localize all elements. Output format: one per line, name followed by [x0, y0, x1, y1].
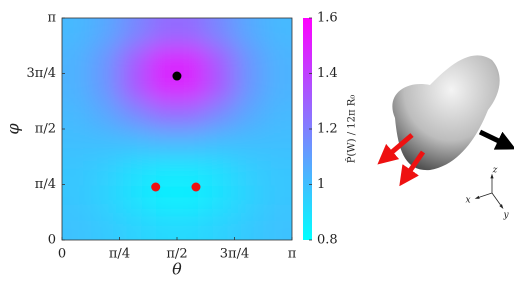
heat-cell [177, 212, 207, 240]
heat-cell [205, 129, 236, 158]
heat-cell [205, 156, 236, 186]
heat-cell [119, 45, 149, 75]
heat-cell [119, 73, 149, 102]
heat-cell [148, 73, 178, 102]
heat-cell [234, 184, 264, 213]
heat-cell [234, 101, 264, 130]
x-tick-label: 3π/4 [220, 247, 249, 262]
heat-cell [263, 18, 292, 47]
heat-cell [90, 184, 121, 213]
heat-cell [62, 45, 92, 75]
heat-cell [62, 18, 92, 47]
point [191, 182, 201, 192]
heat-cell [148, 212, 178, 240]
heatmap [62, 18, 292, 240]
heat-cell [205, 73, 236, 102]
point [172, 71, 182, 81]
x-tick-label: π/4 [109, 247, 130, 262]
heat-cell [62, 129, 92, 158]
colorbar-tick-label: 0.8 [317, 233, 338, 248]
y-tick-label: 0 [48, 233, 56, 248]
heat-cell [90, 156, 121, 186]
inset-axis-label: x [465, 196, 470, 206]
inset-axis-label: z [492, 166, 498, 176]
heat-cell [263, 73, 292, 102]
heat-cell [234, 45, 264, 75]
heat-cell [205, 212, 236, 240]
heat-cell [119, 156, 149, 186]
x-tick-label: π [288, 247, 297, 262]
y-tick-label: 3π/4 [27, 66, 56, 81]
inset-shape [377, 55, 514, 209]
x-tick-label: π/2 [166, 247, 187, 262]
heat-cell [205, 184, 236, 213]
heat-cell [263, 45, 292, 75]
heat-cell [177, 18, 207, 47]
heat-cell [205, 18, 236, 47]
heat-cell [234, 156, 264, 186]
heat-cell [234, 212, 264, 240]
heat-cell [205, 45, 236, 75]
heat-cell [62, 156, 92, 186]
heat-cell [62, 184, 92, 213]
heat-cell [234, 129, 264, 158]
heat-cell [62, 101, 92, 130]
heat-cell [148, 18, 178, 47]
heat-cell [148, 101, 178, 130]
heat-cell [263, 184, 292, 213]
colorbar [303, 18, 312, 240]
heat-cell [90, 129, 121, 158]
heat-cell [205, 101, 236, 130]
heat-cell [177, 101, 207, 130]
heat-cell [263, 101, 292, 130]
heat-cell [177, 184, 207, 213]
colorbar-tick-label: 1.4 [317, 66, 338, 81]
heat-cell [177, 45, 207, 75]
heat-cell [119, 129, 149, 158]
colorbar-tick-label: 1.2 [317, 122, 338, 137]
heat-cell [177, 129, 207, 158]
heat-cell [62, 73, 92, 102]
heat-cell [148, 156, 178, 186]
x-tick-label: 0 [58, 247, 66, 262]
heat-cell [148, 129, 178, 158]
colorbar-tick-label: 1.6 [317, 11, 338, 26]
heat-cell [119, 18, 149, 47]
point [151, 182, 161, 192]
heat-cell [148, 45, 178, 75]
heat-cell [263, 129, 292, 158]
heat-cell [119, 184, 149, 213]
heat-cell [119, 101, 149, 130]
y-axis-label: φ [4, 123, 23, 135]
y-tick-label: π/2 [35, 122, 56, 137]
heat-cell [90, 101, 121, 130]
heat-cell [119, 212, 149, 240]
heat-cell [263, 156, 292, 186]
heat-cell [177, 73, 207, 102]
heat-cell [263, 212, 292, 240]
heat-cell [90, 73, 121, 102]
heat-cell [177, 156, 207, 186]
y-tick-label: π/4 [35, 177, 56, 192]
y-tick-label: π [47, 11, 56, 26]
heat-cell [62, 212, 92, 240]
inset-axis-label: y [502, 211, 509, 221]
heat-cell [234, 18, 264, 47]
heat-cell [90, 18, 121, 47]
heat-cell [234, 73, 264, 102]
colorbar-label: P̂(W) / 12π R₀ [346, 95, 358, 164]
heat-cell [90, 45, 121, 75]
x-axis-label: θ [172, 260, 182, 279]
colorbar-tick-label: 1 [317, 177, 325, 192]
heat-cell [90, 212, 121, 240]
